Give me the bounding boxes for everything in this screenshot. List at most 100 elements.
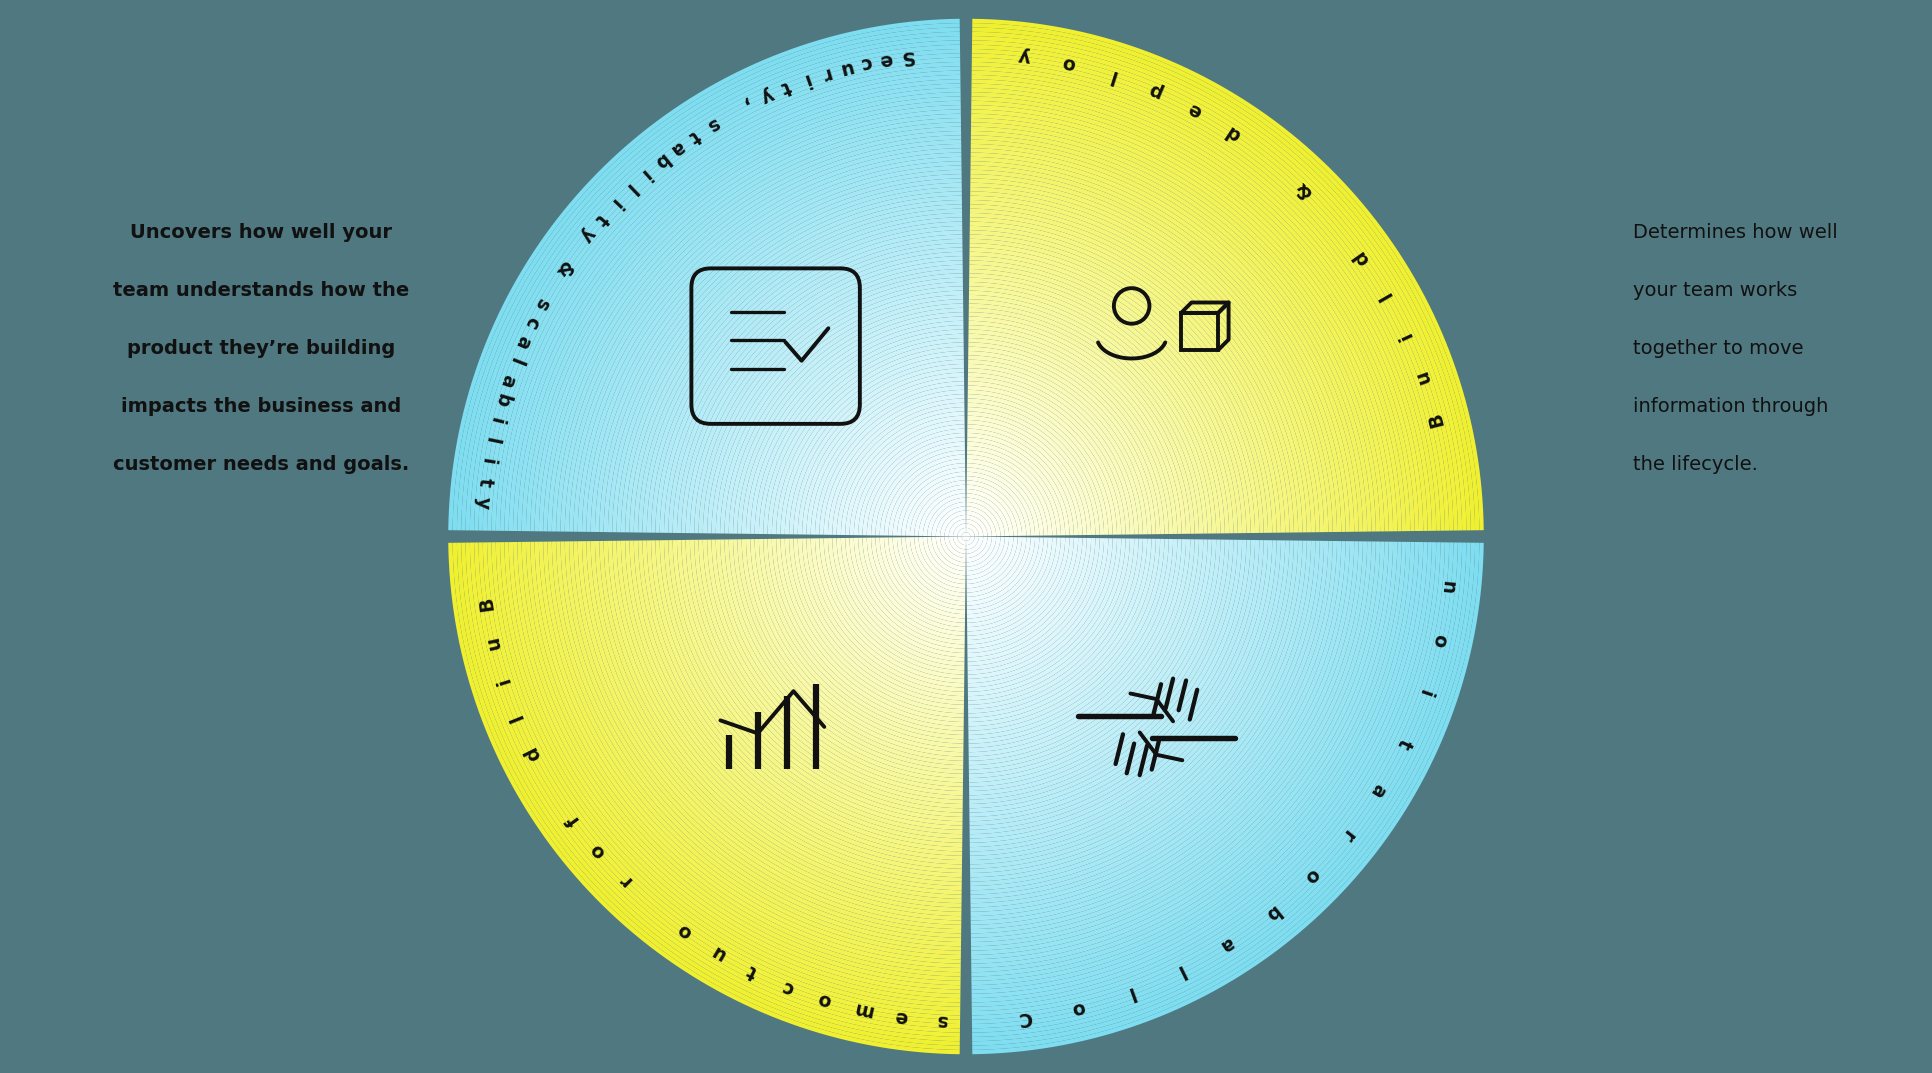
Text: c: c (779, 975, 796, 998)
Polygon shape (966, 536, 987, 558)
Polygon shape (665, 540, 962, 838)
Polygon shape (497, 67, 960, 531)
Text: a: a (497, 371, 520, 389)
Polygon shape (668, 239, 962, 533)
Polygon shape (966, 528, 974, 536)
Polygon shape (823, 394, 964, 534)
Polygon shape (968, 394, 1109, 534)
Polygon shape (508, 542, 960, 994)
Polygon shape (651, 221, 962, 532)
Polygon shape (968, 540, 1204, 774)
Text: c: c (522, 313, 543, 332)
Polygon shape (798, 539, 964, 705)
Polygon shape (638, 541, 962, 865)
Polygon shape (522, 92, 960, 531)
Polygon shape (694, 540, 962, 808)
Polygon shape (970, 541, 1350, 921)
Polygon shape (585, 541, 962, 916)
Polygon shape (966, 538, 1047, 618)
Polygon shape (553, 542, 960, 951)
Polygon shape (968, 539, 1169, 739)
Text: i: i (800, 70, 811, 90)
Text: i: i (487, 415, 506, 426)
Text: your team works: your team works (1633, 281, 1797, 299)
Polygon shape (968, 402, 1099, 535)
Polygon shape (972, 542, 1418, 989)
Polygon shape (556, 542, 960, 946)
Polygon shape (970, 191, 1312, 532)
Polygon shape (972, 67, 1435, 531)
Polygon shape (972, 543, 1453, 1024)
Polygon shape (968, 398, 1103, 534)
Polygon shape (966, 538, 1018, 588)
Polygon shape (514, 84, 960, 531)
Polygon shape (612, 182, 962, 532)
Polygon shape (958, 528, 966, 536)
Polygon shape (972, 79, 1424, 531)
Polygon shape (556, 127, 960, 531)
Polygon shape (469, 543, 960, 1032)
Polygon shape (840, 538, 964, 662)
Polygon shape (970, 540, 1217, 787)
Text: c: c (858, 53, 873, 73)
Polygon shape (466, 543, 960, 1037)
Polygon shape (893, 464, 966, 535)
Polygon shape (970, 541, 1306, 878)
Text: i: i (1414, 687, 1434, 699)
Polygon shape (972, 127, 1376, 531)
Polygon shape (968, 538, 1065, 635)
Polygon shape (968, 317, 1186, 534)
Text: t: t (744, 960, 759, 981)
Polygon shape (968, 321, 1182, 534)
Text: l: l (506, 710, 527, 724)
Polygon shape (970, 541, 1302, 873)
Polygon shape (755, 539, 964, 748)
Polygon shape (535, 105, 960, 531)
Polygon shape (972, 542, 1385, 955)
Polygon shape (927, 498, 966, 536)
Text: o: o (587, 840, 609, 862)
Polygon shape (968, 539, 1138, 709)
Text: d: d (522, 743, 545, 764)
Polygon shape (966, 536, 997, 567)
Polygon shape (574, 541, 962, 929)
Polygon shape (910, 538, 966, 592)
Text: product they’re building: product they’re building (128, 339, 394, 357)
Polygon shape (972, 542, 1397, 968)
Polygon shape (972, 109, 1393, 531)
Polygon shape (970, 295, 1208, 533)
Text: u: u (1412, 367, 1434, 386)
Polygon shape (968, 442, 1061, 535)
Polygon shape (473, 543, 960, 1028)
Polygon shape (972, 88, 1414, 531)
Polygon shape (970, 161, 1341, 532)
Polygon shape (968, 538, 1061, 631)
Text: u: u (483, 634, 504, 651)
Polygon shape (763, 334, 964, 534)
Polygon shape (630, 541, 962, 873)
Polygon shape (620, 541, 962, 882)
Polygon shape (746, 539, 964, 756)
Polygon shape (968, 539, 1134, 705)
Text: r: r (614, 870, 636, 890)
Polygon shape (972, 49, 1453, 530)
Polygon shape (871, 442, 964, 535)
Text: r: r (819, 63, 833, 84)
Polygon shape (972, 543, 1484, 1055)
Polygon shape (777, 539, 964, 726)
Polygon shape (703, 274, 962, 533)
Text: l: l (481, 436, 502, 445)
Polygon shape (659, 231, 962, 533)
Text: i: i (607, 194, 624, 212)
Polygon shape (970, 540, 1225, 795)
Polygon shape (972, 543, 1466, 1037)
Polygon shape (972, 542, 1414, 985)
Text: d: d (1350, 246, 1374, 268)
Text: S: S (898, 46, 916, 67)
Polygon shape (972, 542, 1445, 1015)
Polygon shape (968, 539, 1103, 675)
Polygon shape (829, 539, 964, 675)
Polygon shape (968, 538, 1088, 658)
Text: l: l (620, 179, 638, 197)
Polygon shape (837, 538, 964, 666)
